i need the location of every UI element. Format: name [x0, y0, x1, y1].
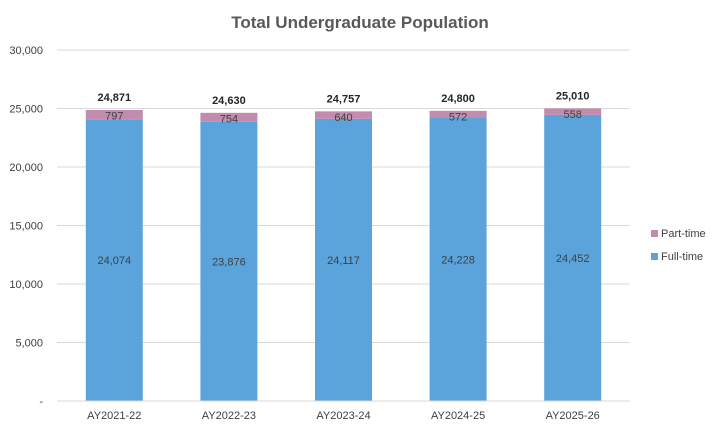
- y-axis: - 5,000 10,000 15,000 20,000 25,000 30,000: [9, 45, 43, 408]
- bar-part-time-3: [429, 110, 487, 118]
- bar-part-time-4: [544, 108, 602, 115]
- total-label: 25,010: [556, 90, 590, 102]
- total-label: 24,871: [97, 92, 131, 104]
- x-axis: AY2021-22 AY2022-23 AY2023-24 AY2024-25 AY20…: [57, 400, 630, 422]
- data-label-part-time: 558: [564, 109, 582, 121]
- bar-part-time-1: [200, 112, 258, 122]
- total-label: 24,630: [212, 95, 246, 107]
- data-label-part-time: 797: [105, 111, 123, 123]
- x-tick-label: AY2023-24: [316, 410, 370, 422]
- bars: 24,074 797 24,871 23,876 754 24,630 24,117 640 2…: [85, 90, 602, 402]
- bar-part-time-2: [315, 111, 372, 119]
- bar-full-time-4: [544, 114, 602, 402]
- data-label-full-time: 24,228: [441, 254, 475, 266]
- data-label-full-time: 23,876: [212, 256, 246, 268]
- y-tick-label: 25,000: [9, 104, 43, 116]
- total-label: 24,800: [441, 93, 475, 105]
- bar-full-time-0: [85, 119, 143, 401]
- bar-full-time-3: [429, 117, 487, 401]
- data-label-full-time: 24,452: [556, 253, 590, 265]
- data-label-part-time: 572: [449, 111, 467, 123]
- bar-full-time-1: [200, 121, 258, 401]
- y-tick-label: 30,000: [9, 45, 43, 57]
- y-tick-label: 10,000: [9, 279, 43, 291]
- data-label-part-time: 754: [220, 113, 238, 125]
- legend-label: Full-time: [661, 251, 703, 263]
- y-tick-label: 5,000: [15, 338, 43, 350]
- x-tick-label: AY2024-25: [431, 410, 485, 422]
- legend-swatch: [651, 253, 658, 260]
- y-tick-label: 15,000: [9, 221, 43, 233]
- x-tick-label: AY2022-23: [202, 410, 256, 422]
- bar-part-time-0: [85, 110, 143, 120]
- legend: Part-time Full-time: [651, 228, 706, 263]
- y-tick-label: 20,000: [9, 162, 43, 174]
- x-tick-label: AY2025-26: [546, 410, 600, 422]
- data-label-part-time: 640: [334, 112, 352, 124]
- bar-full-time-2: [315, 118, 372, 401]
- total-label: 24,757: [327, 93, 361, 105]
- data-label-full-time: 24,117: [327, 255, 360, 267]
- legend-label: Part-time: [661, 228, 706, 240]
- legend-swatch: [651, 230, 658, 237]
- chart-title: Total Undergraduate Population: [231, 13, 489, 32]
- x-tick-label: AY2021-22: [87, 410, 141, 422]
- y-tick-label: -: [39, 396, 43, 408]
- data-label-full-time: 24,074: [97, 255, 131, 267]
